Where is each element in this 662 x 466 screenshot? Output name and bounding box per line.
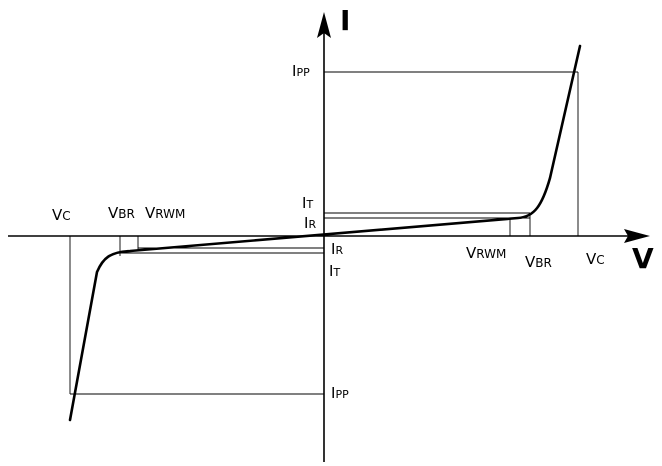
- iv-curve: [70, 46, 580, 420]
- current-axis-label: I: [340, 4, 350, 37]
- vrwm-left-label: VRWM: [145, 204, 185, 222]
- it-bottom-label: IT: [329, 262, 340, 280]
- vc-right-label: VC: [586, 250, 605, 268]
- ir-bottom-label: IR: [331, 240, 343, 258]
- voltage-axis-label: V: [632, 242, 654, 275]
- ipp-bottom-label: IPP: [331, 384, 349, 402]
- vbr-right-label: VBR: [525, 253, 552, 271]
- vc-left-label: VC: [52, 206, 71, 224]
- vbr-left-label: VBR: [108, 204, 135, 222]
- vrwm-right-label: VRWM: [466, 244, 506, 262]
- it-top-label: IT: [302, 194, 313, 212]
- ipp-top-label: IPP: [292, 62, 310, 80]
- ir-top-label: IR: [304, 214, 316, 232]
